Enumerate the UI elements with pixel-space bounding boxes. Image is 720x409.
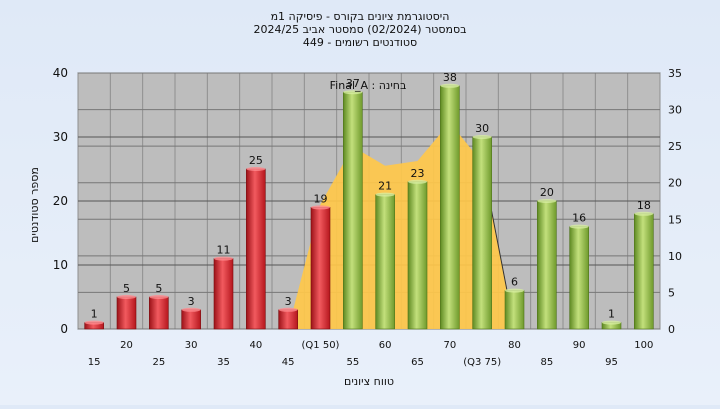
y-tick-label: 30 [53,130,68,144]
bar-top-70 [440,83,460,88]
y2-tick-label: 20 [668,177,682,190]
bar-40 [246,168,266,330]
x-tick-label-15: 15 [88,357,101,368]
bar-80 [504,290,525,330]
chart-title: היסטוגרמת ציונים בקורס - פיסיקה 1מ בסמסט… [253,10,466,49]
bar-75 [472,136,492,330]
data-label-30: 3 [188,295,195,308]
bar-35 [213,258,234,330]
bar-top-95 [602,320,621,325]
bar-50 [310,207,331,330]
data-label-15: 1 [91,308,98,321]
bar-20 [116,296,137,330]
data-label-90: 16 [572,212,586,225]
y-tick-label: 0 [60,322,68,336]
bar-70 [440,85,460,330]
x-tick-label-70: 70 [443,340,456,351]
title-line-3: סטודנטים רשומים - 449 [303,36,417,49]
bar-30 [181,309,201,330]
data-label-60: 21 [378,180,392,193]
x-tick-label-95: 95 [605,357,618,368]
bar-top-65 [408,179,427,184]
x-tick-label-90: 90 [573,340,586,351]
x-tick-label-60: 60 [379,340,392,351]
bar-top-80 [505,288,524,293]
data-label-100: 18 [637,199,651,212]
data-label-95: 1 [608,308,615,321]
bar-55 [343,91,363,330]
data-label-85: 20 [540,186,554,199]
data-label-70: 38 [443,71,457,84]
bar-top-55 [343,90,363,95]
title-line-1: היסטוגרמת ציונים בקורס - פיסיקה 1מ [271,10,450,23]
bar-top-60 [375,192,395,197]
data-label-45: 3 [285,295,292,308]
bar-top-90 [569,224,589,229]
x-tick-label-80: 80 [508,340,521,351]
bar-45 [278,309,298,330]
x-tick-label-35: 35 [217,357,230,368]
title-line-2: בסמסטר (02/2024) סמסטר אביב 2024/25 [253,23,466,36]
data-label-40: 25 [249,154,263,167]
data-label-25: 5 [155,282,162,295]
x-tick-label-65: 65 [411,357,424,368]
bar-100 [634,213,654,330]
y2-tick-label: 15 [668,213,682,226]
data-label-65: 23 [411,167,425,180]
y2-tick-label: 35 [668,67,682,80]
bar-top-20 [117,295,136,299]
data-label-55: 37 [346,77,360,90]
exam-annotation: Final_A : בחינה [330,79,407,92]
bar-top-35 [214,256,233,261]
x-tick-label-55: 55 [346,357,359,368]
bar-top-75 [472,135,492,139]
x-tick-label-85: 85 [540,357,553,368]
data-label-75: 30 [475,122,489,135]
x-tick-label-100: 100 [634,340,653,351]
data-label-35: 11 [217,244,231,257]
y2-tick-label: 25 [668,140,682,153]
bar-top-100 [634,211,654,216]
y2-tick-label: 10 [668,250,682,263]
bar-65 [407,181,428,330]
x-tick-label-20: 20 [120,340,133,351]
y2-tick-label: 0 [668,323,675,336]
y-tick-label: 20 [53,194,68,208]
x-tick-label-45: 45 [282,357,295,368]
x-tick-label-30: 30 [185,340,198,351]
x-tick-label-25: 25 [152,357,165,368]
data-label-20: 5 [123,282,130,295]
y2-tick-label: 5 [668,286,675,299]
x-tick-label-75: (Q3 75) [463,357,501,368]
x-tick-label-50: (Q1 50) [302,340,340,351]
bar-25 [149,296,169,330]
y-axis-title: מספר סטודנטים [28,167,41,243]
bar-top-85 [537,199,557,203]
bar-top-30 [181,307,201,312]
y2-tick-label: 30 [668,104,682,117]
bar-top-45 [278,307,298,312]
data-label-50: 19 [314,192,328,205]
bar-top-40 [246,167,266,171]
bar-top-15 [84,320,104,325]
bar-top-25 [149,295,169,299]
bar-90 [569,226,589,330]
bar-85 [537,200,557,330]
bar-top-50 [311,205,330,210]
y-tick-label: 10 [53,258,68,272]
y-tick-label: 40 [53,66,68,80]
data-label-80: 6 [511,276,518,289]
bar-60 [375,194,395,330]
x-axis-title: טווח ציונים [344,375,394,388]
x-tick-label-40: 40 [249,340,262,351]
